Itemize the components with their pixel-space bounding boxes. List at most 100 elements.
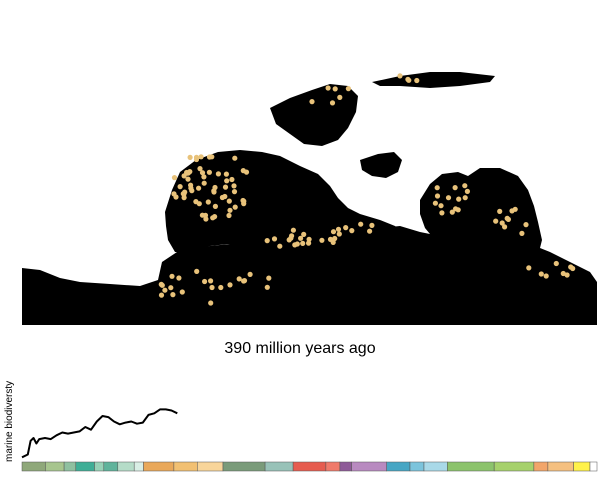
fossil-site: [369, 222, 375, 228]
fossil-sites: [158, 73, 576, 306]
fossil-site: [193, 154, 200, 160]
fossil-site: [212, 203, 218, 209]
fossil-site: [203, 216, 209, 222]
fossil-site: [264, 238, 270, 244]
fossil-site: [169, 273, 175, 279]
fossil-site: [197, 166, 203, 172]
fossil-site: [208, 300, 214, 306]
timeline-segment: [447, 461, 495, 472]
fossil-site: [184, 169, 190, 176]
fossil-site: [206, 154, 213, 160]
timeline-segment: [493, 461, 535, 472]
timeline-segment: [386, 461, 411, 472]
fossil-site: [219, 194, 225, 201]
fossil-site: [538, 271, 544, 277]
fossil-site: [499, 220, 505, 226]
fossil-site: [222, 184, 229, 190]
fossil-site: [226, 198, 232, 204]
fossil-site: [329, 100, 336, 106]
fossil-site: [439, 210, 445, 216]
fossil-site: [300, 240, 306, 246]
fossil-site: [162, 287, 168, 293]
fossil-site: [309, 99, 315, 105]
biodiversity-line-group: [21, 408, 178, 459]
timeline-segment: [547, 461, 574, 472]
fossil-site: [349, 228, 355, 234]
timeline-segment: [533, 461, 549, 472]
fossil-site: [170, 292, 176, 298]
fossil-site: [229, 176, 235, 183]
fossil-site: [397, 73, 403, 79]
fossil-site: [449, 209, 455, 215]
fossil-site: [240, 168, 246, 174]
fossil-site: [332, 235, 338, 242]
fossil-site: [543, 273, 549, 279]
fossil-site: [158, 292, 165, 298]
timeline-segment: [103, 461, 119, 472]
fossil-site: [179, 289, 185, 295]
fossil-site: [206, 169, 212, 175]
landmass-north-island: [270, 84, 358, 146]
fossil-site: [185, 176, 191, 182]
fossil-site: [209, 284, 215, 291]
fossil-site: [241, 278, 248, 284]
landmass-south: [22, 226, 597, 325]
biodiversity-chart: [21, 408, 598, 472]
fossil-site: [343, 225, 349, 231]
fossil-site: [337, 94, 343, 100]
fossil-site: [196, 201, 202, 207]
fossil-site: [241, 201, 247, 207]
timeline-segment: [75, 461, 95, 472]
fossil-site: [212, 184, 218, 191]
fossil-site: [194, 268, 200, 274]
timeline-segment: [292, 461, 327, 472]
landmass-north-strip: [372, 72, 495, 88]
fossil-site: [523, 222, 529, 228]
fossil-site: [201, 174, 207, 180]
fossil-site: [177, 184, 183, 190]
fossil-site: [227, 207, 233, 213]
fossil-site: [335, 226, 342, 232]
fossil-site: [201, 180, 207, 186]
fossil-site: [345, 86, 351, 92]
fossil-site: [452, 185, 458, 191]
continents: [22, 72, 597, 325]
fossil-site: [188, 185, 194, 191]
fossil-site: [205, 199, 211, 205]
fossil-site: [294, 241, 300, 247]
timeline-segment: [197, 461, 224, 472]
map-caption: 390 million years ago: [224, 340, 376, 357]
fossil-site: [464, 188, 470, 194]
fossil-site: [504, 215, 510, 221]
timeline-segment: [409, 461, 425, 472]
fossil-site: [223, 171, 229, 177]
timeline-segment: [133, 461, 144, 472]
timeline-segment: [117, 461, 135, 472]
fossil-site: [301, 231, 307, 237]
fossil-site: [332, 86, 338, 92]
fossil-site: [289, 233, 295, 239]
fossil-site: [215, 171, 221, 177]
timeline-segment: [21, 461, 46, 472]
fossil-site: [171, 175, 178, 181]
fossil-site: [236, 276, 242, 282]
fossil-site: [286, 237, 292, 243]
biodiversity-line: [21, 408, 178, 459]
fossil-site: [231, 189, 238, 195]
timeline-segment: [222, 461, 266, 472]
fossil-site: [434, 193, 441, 199]
fossil-site: [438, 203, 444, 209]
fossil-site: [502, 224, 508, 230]
fossil-site: [434, 185, 440, 191]
fossil-site: [319, 237, 325, 243]
fossil-site: [298, 235, 304, 241]
fossil-site: [497, 208, 503, 214]
fossil-site: [519, 230, 525, 236]
fossil-site: [247, 271, 253, 277]
fossil-site: [367, 228, 373, 234]
fossil-site: [445, 195, 452, 201]
timeline-segment: [264, 461, 294, 472]
fossil-site: [198, 154, 204, 160]
fossil-site: [266, 275, 272, 281]
fossil-site: [290, 227, 296, 233]
